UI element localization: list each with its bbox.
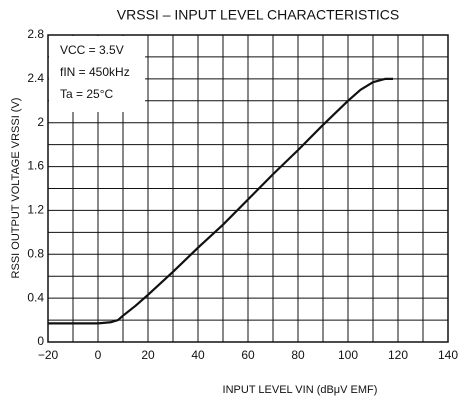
annotation-box [49,36,145,112]
x-axis-label: INPUT LEVEL VIN (dBμV EMF) [223,384,378,396]
y-tick-label: 0.4 [27,290,44,304]
x-tick-label: 0 [95,348,102,362]
y-tick-label: 0 [37,334,44,348]
x-tick-label: 80 [291,348,305,362]
x-tick-label: 100 [338,348,358,362]
annotation: Ta = 25°C [60,87,113,101]
y-tick-label: 2 [37,115,44,129]
plot-frame [47,34,449,343]
x-tick-label: −20 [38,348,59,362]
data-line [48,77,393,325]
chart-title: VRSSI – INPUT LEVEL CHARACTERISTICS [117,7,399,23]
y-tick-label: 0.8 [27,246,44,260]
y-axis-label: RSSI OUTPUT VOLTAGE VRSSI (V) [10,98,22,279]
annotation: fIN = 450kHz [60,65,130,79]
y-tick-label: 1.6 [27,159,44,173]
x-tick-label: 120 [388,348,408,362]
y-tick-label: 2.4 [27,71,44,85]
x-tick-label: 20 [141,348,155,362]
x-tick-label: 140 [438,348,458,362]
x-tick-label: 60 [241,348,255,362]
y-tick-label: 1.2 [27,203,44,217]
y-tick-label: 2.8 [27,27,44,41]
x-tick-label: 40 [191,348,205,362]
annotation: VCC = 3.5V [60,43,124,57]
